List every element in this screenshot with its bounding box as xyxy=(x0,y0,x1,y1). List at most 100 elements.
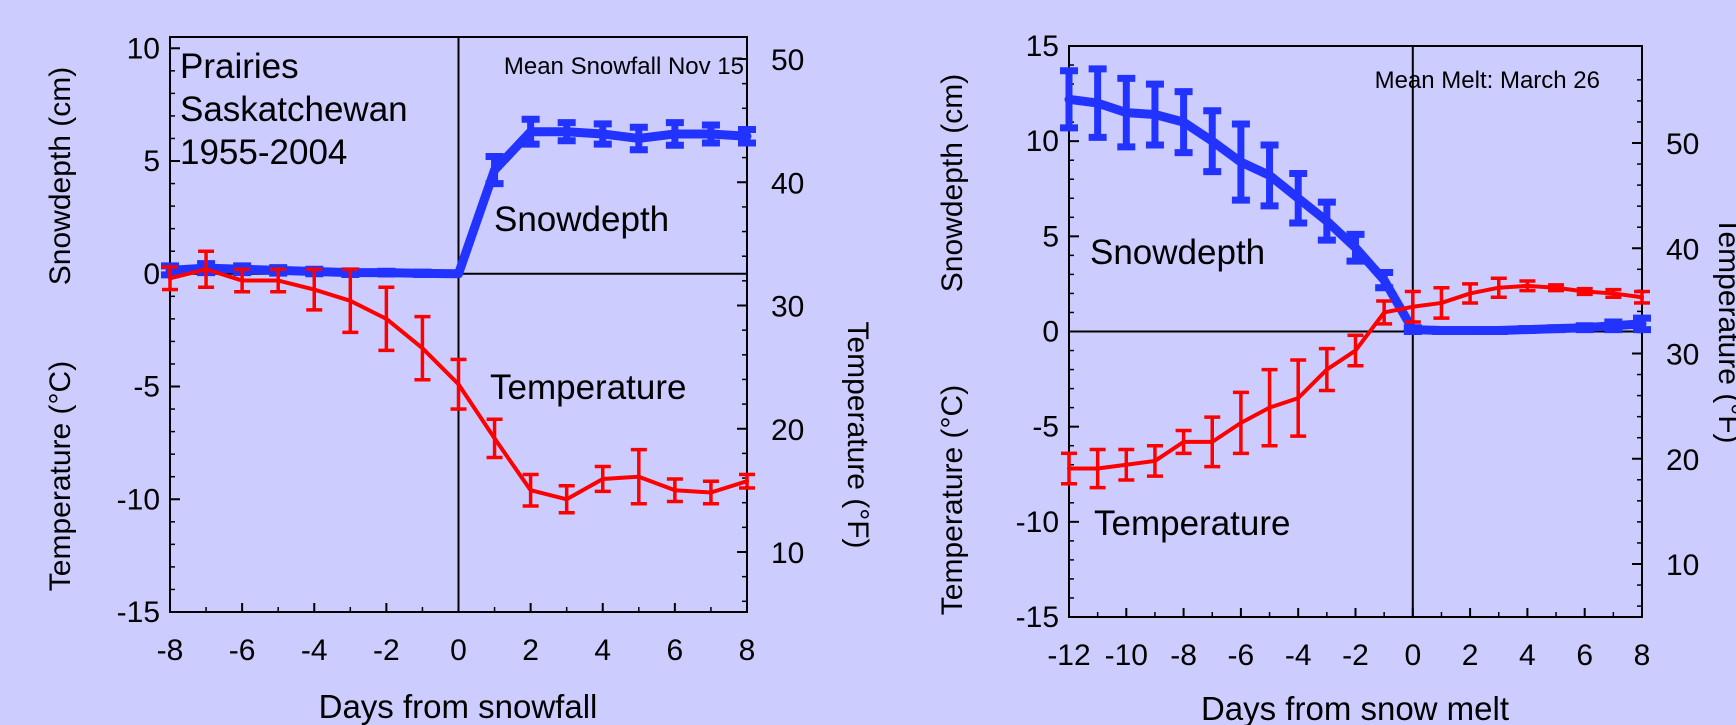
x-axis-title: Days from snow melt xyxy=(1201,690,1509,725)
x-tick-label: -6 xyxy=(1228,639,1255,672)
snowdepth-error-bar xyxy=(521,115,540,148)
y-tick-label: 10 xyxy=(1026,125,1059,158)
snowdepth-error-bar xyxy=(1633,314,1651,334)
snowdepth-error-bar xyxy=(1403,324,1422,335)
snowdepth-error-bar xyxy=(1203,107,1222,176)
x-tick-label: -4 xyxy=(301,634,328,667)
y-tick-label: -10 xyxy=(117,483,160,516)
temperature-error-bar xyxy=(522,472,539,508)
temperature-error-bar xyxy=(162,265,178,292)
series-snowdepth xyxy=(1060,65,1651,336)
y-right-tick-label: 30 xyxy=(1666,339,1699,372)
temperature-error-bar xyxy=(234,267,251,294)
snowdepth-error-bar xyxy=(557,119,576,145)
y-right-tick-label: 40 xyxy=(771,167,804,200)
chart-note: Mean Melt: March 26 xyxy=(1375,67,1600,94)
snowdepth-error-bar xyxy=(1231,120,1250,204)
temperature-error-bar xyxy=(342,267,359,335)
temperature-error-bar xyxy=(666,477,683,504)
y-tick-label: 5 xyxy=(143,145,160,178)
x-tick-label: 0 xyxy=(1404,639,1421,672)
temperature-error-bar xyxy=(702,479,719,506)
snowdepth-error-bar xyxy=(1346,230,1365,265)
y-right-tick-label: 50 xyxy=(1666,128,1699,161)
temperature-error-bar xyxy=(1404,289,1421,324)
x-tick-label: 4 xyxy=(1519,639,1536,672)
y-axis-title-temp-f: Temperature (°F) xyxy=(841,321,874,548)
snowdepth-error-bar xyxy=(593,120,612,148)
chart-panel-snowmelt: -12 -10 -8 -6 -4 -2 0 2 4 6 8 -15 -10 -5 0 5 10 15 10 20 30 4… xyxy=(936,30,1736,725)
annotation-line: 1955-2004 xyxy=(180,133,347,172)
temperature-error-bar xyxy=(558,483,575,515)
snowdepth-error-bar xyxy=(1432,326,1451,335)
temperature-line xyxy=(1067,283,1644,471)
x-tick-label: 2 xyxy=(522,634,539,667)
snowdepth-error-bar xyxy=(1317,198,1336,244)
snowdepth-error-bar xyxy=(1289,170,1308,227)
temperature-error-bar xyxy=(1519,279,1536,293)
snowdepth-label: Snowdepth xyxy=(494,200,669,239)
snowdepth-error-bar xyxy=(1489,326,1508,335)
temperature-error-bar xyxy=(198,249,215,290)
x-tick-label: -10 xyxy=(1105,639,1148,672)
snowdepth-error-bar xyxy=(1575,322,1594,334)
temperature-error-bar xyxy=(414,314,431,382)
temperature-error-bar xyxy=(1634,289,1650,305)
y-axis-title-snowdepth: Snowdepth (cm) xyxy=(936,74,969,292)
x-tick-label: 4 xyxy=(594,634,611,667)
snowdepth-error-bar xyxy=(1375,268,1394,292)
snowdepth-error-bar xyxy=(1461,326,1480,335)
snowdepth-error-bar xyxy=(1547,324,1566,334)
snowdepth-error-bar xyxy=(1117,74,1136,151)
temperature-error-bar xyxy=(1089,447,1106,490)
temperature-error-bar xyxy=(1605,287,1622,299)
chart-panel-snowfall: -8 -6 -4 -2 0 2 4 6 8 -15 -10 -5 0 5 10 10 20 30 40 50 Days … xyxy=(44,32,874,725)
temperature-error-bar xyxy=(1433,285,1450,320)
y-axis-title-snowdepth: Snowdepth (cm) xyxy=(44,67,77,285)
y-axis-title-temp-c: Temperature (°C) xyxy=(936,385,969,615)
y-tick-label: 10 xyxy=(127,32,160,65)
y-right-tick-label: 20 xyxy=(771,414,804,447)
y-axis-title-temp-f: Temperature (°F) xyxy=(1712,216,1736,443)
x-tick-label: -6 xyxy=(229,634,256,667)
snowdepth-error-bar xyxy=(701,121,720,147)
temperature-error-bar xyxy=(1462,282,1479,305)
annotation-line: Prairies xyxy=(180,47,299,86)
snowdepth-error-bar xyxy=(738,125,756,147)
y-tick-label: 5 xyxy=(1042,220,1059,253)
x-tick-label: -2 xyxy=(373,634,400,667)
temperature-error-bar xyxy=(1347,333,1364,368)
snowdepth-error-bar xyxy=(1060,67,1078,132)
temperature-error-bar xyxy=(1204,415,1221,469)
y-tick-label: 0 xyxy=(143,258,160,291)
y-right-tick-label: 20 xyxy=(1666,444,1699,477)
temperature-error-bar xyxy=(1490,276,1507,299)
y-right-tick-label: 10 xyxy=(771,537,804,570)
temperature-error-bar xyxy=(630,447,647,506)
y-right-tick-label: 40 xyxy=(1666,233,1699,266)
temperature-error-bar xyxy=(1061,451,1077,486)
x-tick-label: 6 xyxy=(1576,639,1593,672)
x-tick-label: 2 xyxy=(1462,639,1479,672)
x-tick-label: -8 xyxy=(1170,639,1197,672)
temperature-label: Temperature xyxy=(490,368,686,407)
temperature-error-bar xyxy=(1290,358,1307,438)
temperature-error-bar xyxy=(1146,443,1163,478)
y-tick-label: -15 xyxy=(117,596,160,629)
snowdepth-error-bar xyxy=(1174,88,1193,157)
temperature-error-bar xyxy=(1261,367,1278,448)
snowdepth-error-bar xyxy=(629,123,648,154)
snowdepth-error-bar xyxy=(485,153,504,188)
y-axis-title-temp-c: Temperature (°C) xyxy=(44,361,77,591)
snowdepth-label: Snowdepth xyxy=(1090,233,1265,272)
temperature-label: Temperature xyxy=(1094,504,1290,543)
x-tick-label: -8 xyxy=(157,634,184,667)
x-tick-label: -2 xyxy=(1342,639,1369,672)
temperature-error-bar xyxy=(594,464,611,494)
temperature-error-bar xyxy=(1232,390,1249,456)
temperature-error-bar xyxy=(486,417,503,460)
y-tick-label: -15 xyxy=(1016,601,1059,634)
snowdepth-error-bar xyxy=(665,119,684,149)
x-tick-label: -12 xyxy=(1047,639,1090,672)
